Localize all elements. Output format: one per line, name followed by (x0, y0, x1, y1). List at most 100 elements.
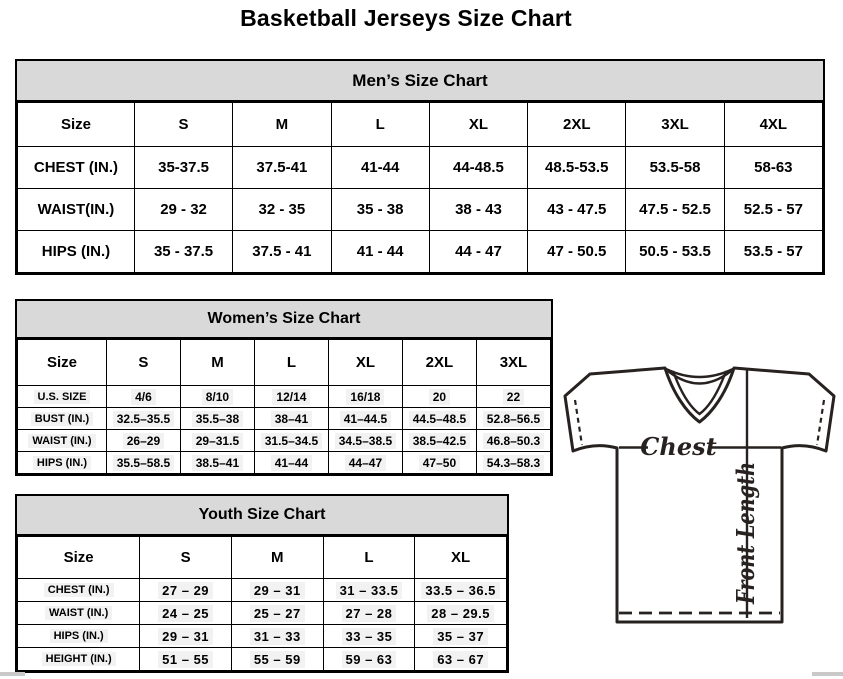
men-cell: 44-48.5 (428, 146, 529, 189)
men-column-header: S (133, 102, 234, 147)
women-cell: 38.5–42.5 (401, 429, 477, 452)
page-title: Basketball Jerseys Size Chart (240, 5, 572, 31)
youth-cell: 31 – 33 (230, 624, 324, 648)
women-column-header: S (105, 339, 181, 386)
men-cell: 35 - 37.5 (133, 230, 234, 273)
women-row: U.S. SIZE 4/6 8/10 12/14 16/18 20 22 (17, 385, 552, 408)
women-cell: 31.5–34.5 (253, 429, 329, 452)
women-column-header: 3XL (475, 339, 552, 386)
women-value-text: 26–29 (122, 432, 165, 449)
men-header-row: Size S M L XL 2XL 3XL 4XL (17, 102, 824, 147)
youth-column-header: XL (414, 536, 507, 579)
women-value-text: 35.5–38 (191, 410, 244, 427)
men-cell: 44 - 47 (428, 230, 529, 273)
scrollbar-fragment-left[interactable] (0, 672, 25, 676)
women-cell: 29–31.5 (179, 429, 255, 452)
women-value-text: 35.5–58.5 (112, 454, 175, 471)
youth-value-text: 33.5 – 36.5 (421, 581, 500, 599)
youth-cell: 29 – 31 (230, 578, 324, 602)
women-value-text: 16/18 (346, 388, 385, 405)
women-value-text: 44.5–48.5 (408, 410, 471, 427)
youth-cell: 28 – 29.5 (414, 601, 507, 625)
women-cell: 44.5–48.5 (401, 407, 477, 430)
youth-cell: 27 – 29 (139, 578, 232, 602)
women-cell: 35.5–58.5 (105, 451, 181, 474)
youth-row-label: WAIST (IN.) (16, 601, 141, 625)
women-cell: 44–47 (327, 451, 403, 474)
women-cell: 26–29 (105, 429, 181, 452)
women-value-text: 41–44 (270, 454, 313, 471)
women-cell: 8/10 (179, 385, 255, 408)
women-value-text: 22 (502, 388, 525, 405)
women-value-text: 4/6 (131, 388, 156, 405)
women-cell: 34.5–38.5 (327, 429, 403, 452)
women-value-text: U.S. SIZE (33, 389, 91, 404)
men-cell: 41-44 (330, 146, 430, 189)
men-cell: 37.5 - 41 (232, 230, 332, 273)
youth-value-text: 27 – 28 (341, 604, 397, 622)
women-value-text: 54.3–58.3 (482, 454, 545, 471)
men-row: HIPS (IN.) 35 - 37.5 37.5 - 41 41 - 44 44 - … (17, 230, 824, 273)
men-column-header: 2XL (527, 102, 627, 147)
chest-measurement-label: Chest (640, 432, 716, 461)
women-row-label: HIPS (IN.) (17, 451, 107, 474)
men-cell: 48.5-53.5 (527, 146, 627, 189)
youth-cell: 55 – 59 (230, 647, 324, 671)
jersey-outline (563, 366, 836, 624)
youth-value-text: 27 – 29 (158, 581, 214, 599)
women-value-text: 32.5–35.5 (112, 410, 175, 427)
youth-value-text: 63 – 67 (433, 650, 489, 668)
women-cell: 12/14 (253, 385, 329, 408)
womens-section-title: Women’s Size Chart (17, 301, 551, 339)
collar-v-inner (671, 370, 728, 416)
youth-row: CHEST (IN.) 27 – 29 29 – 31 31 – 33.5 33.5 –… (16, 578, 507, 602)
youth-value-text: HEIGHT (IN.) (41, 652, 116, 666)
women-cell: 35.5–38 (179, 407, 255, 430)
youth-cell: 33.5 – 36.5 (414, 578, 507, 602)
youth-value-text: 25 – 27 (249, 604, 305, 622)
women-cell: 4/6 (105, 385, 181, 408)
men-cell: 47.5 - 52.5 (625, 188, 725, 231)
women-column-header: XL (327, 339, 403, 386)
youth-value-text: 29 – 31 (158, 627, 214, 645)
women-value-text: 31.5–34.5 (260, 432, 323, 449)
youth-row: HIPS (IN.) 29 – 31 31 – 33 33 – 35 35 – 37 (16, 624, 507, 648)
youth-value-text: 35 – 37 (433, 627, 489, 645)
women-cell: 32.5–35.5 (105, 407, 181, 430)
women-cell: 41–44.5 (327, 407, 403, 430)
men-column-header: 4XL (723, 102, 824, 147)
womens-size-table: Women’s Size Chart Size S M L XL 2XL 3XL U.S. S… (15, 299, 553, 476)
mens-section-title: Men’s Size Chart (17, 61, 823, 102)
men-cell: 53.5-58 (625, 146, 725, 189)
youth-row-label: HIPS (IN.) (16, 624, 141, 648)
youth-value-text: 33 – 35 (341, 627, 397, 645)
women-cell: 52.8–56.5 (475, 407, 552, 430)
women-cell: 47–50 (401, 451, 477, 474)
women-value-text: 34.5–38.5 (334, 432, 397, 449)
scrollbar-fragment-right[interactable] (812, 672, 843, 676)
youth-value-text: CHEST (IN.) (43, 583, 114, 597)
men-cell: 52.5 - 57 (723, 188, 824, 231)
youth-cell: 51 – 55 (139, 647, 232, 671)
women-row: BUST (IN.) 32.5–35.5 35.5–38 38–41 41–44.5 44… (17, 407, 552, 430)
women-value-text: 12/14 (272, 388, 311, 405)
women-row: WAIST (IN.) 26–29 29–31.5 31.5–34.5 34.5–38.… (17, 429, 552, 452)
women-row: HIPS (IN.) 35.5–58.5 38.5–41 41–44 44–47 47–5… (17, 451, 552, 474)
women-value-text: 8/10 (201, 388, 234, 405)
women-value-text: 38.5–42.5 (408, 432, 471, 449)
youth-value-text: 29 – 31 (249, 581, 305, 599)
women-header-row: Size S M L XL 2XL 3XL (17, 339, 552, 386)
women-column-header: 2XL (401, 339, 477, 386)
youth-cell: 59 – 63 (322, 647, 416, 671)
front-length-measurement-label: Front Length (731, 462, 760, 605)
men-column-header: Size (17, 102, 135, 147)
women-cell: 22 (475, 385, 552, 408)
youth-value-text: 24 – 25 (158, 604, 214, 622)
men-column-header: M (232, 102, 332, 147)
women-value-text: 38–41 (270, 410, 313, 427)
youth-column-header: L (322, 536, 416, 579)
youth-table-grid: Size S M L XL CHEST (IN.) 27 – 29 29 – 31 31 – 3… (16, 536, 507, 671)
women-cell: 16/18 (327, 385, 403, 408)
women-cell: 38–41 (253, 407, 329, 430)
right-cuff-dashed-line (815, 399, 826, 446)
